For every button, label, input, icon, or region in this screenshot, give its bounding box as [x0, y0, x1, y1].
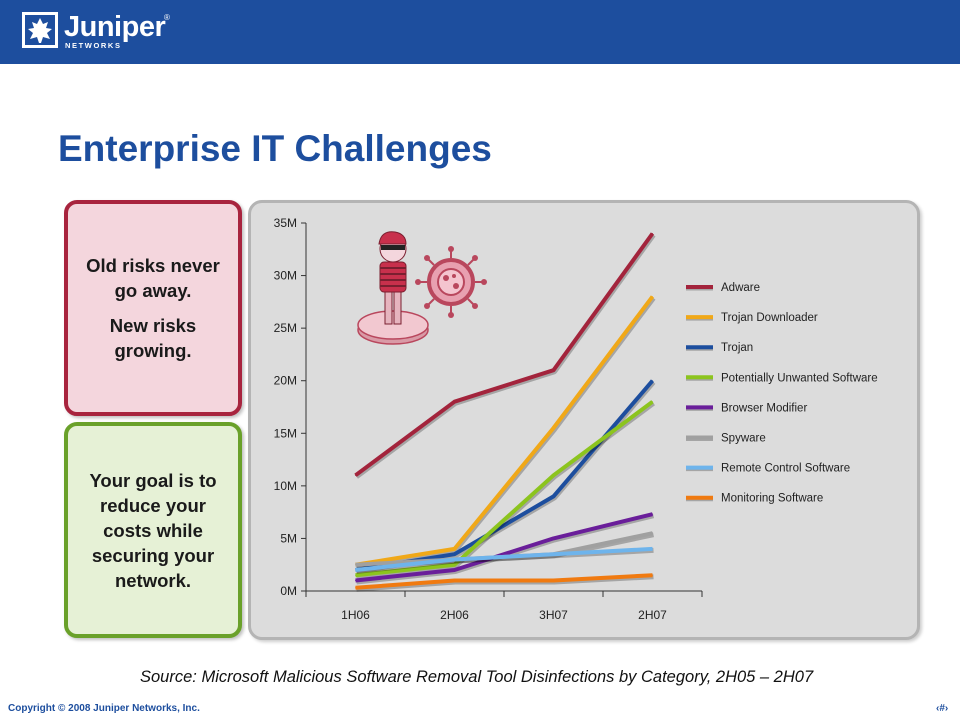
data-point-monitoring-software: [454, 579, 455, 581]
data-point-monitoring-software: [652, 574, 653, 576]
data-point-trojan: [454, 553, 455, 555]
data-point-browser-modifier: [553, 537, 554, 539]
y-tick-label: 5M: [280, 531, 297, 545]
copyright-text: Copyright © 2008 Juniper Networks, Inc.: [8, 703, 200, 714]
data-point-potentially-unwanted-software: [553, 474, 554, 476]
chart-panel: [248, 200, 920, 640]
series-line-potentially-unwanted-software: [355, 400, 654, 578]
y-tick-label: 0M: [280, 584, 297, 598]
series-line-browser-modifier: [355, 512, 653, 583]
y-tick-label: 35M: [274, 216, 297, 230]
data-point-spyware: [355, 564, 356, 566]
thief-icon: [357, 231, 429, 345]
data-point-trojan: [652, 380, 653, 382]
data-point-adware: [454, 401, 455, 403]
legend-label-adware: Adware: [721, 282, 760, 294]
risks-line-1: Old risks never go away.: [86, 255, 220, 301]
legend-label-trojan: Trojan: [721, 342, 753, 354]
data-point-potentially-unwanted-software: [652, 401, 653, 403]
data-point-trojan-downloader: [553, 427, 554, 429]
y-tick-label: 10M: [274, 479, 297, 493]
data-point-potentially-unwanted-software: [355, 574, 356, 576]
data-point-adware: [652, 233, 653, 235]
data-point-potentially-unwanted-software: [454, 564, 455, 566]
source-note: Source: Microsoft Malicious Software Rem…: [140, 668, 814, 686]
data-point-trojan: [553, 495, 554, 497]
data-point-monitoring-software: [355, 587, 356, 589]
line-chart: 0M 5M 10M 15M 20M 25M 30M 35M 1H06 2H06 3H07 2H07 A…: [274, 216, 878, 622]
data-point-adware: [355, 474, 356, 476]
header-bar: Juniper ® NETWORKS: [0, 0, 960, 64]
data-point-remote-control-software: [355, 569, 356, 571]
juniper-tree-icon: [22, 12, 58, 48]
page-number: ‹#›: [936, 703, 949, 714]
data-point-monitoring-software: [553, 579, 554, 581]
registered-mark: ®: [164, 13, 170, 22]
goal-text: Your goal is to reduce your costs while …: [89, 469, 217, 591]
series-line-adware: [354, 232, 655, 477]
x-tick-label: 3H07: [539, 608, 568, 622]
legend-label-remote-control-software: Remote Control Software: [721, 463, 850, 475]
y-tick-label: 20M: [274, 374, 297, 388]
x-tick-label: 2H07: [638, 608, 667, 622]
y-tick-label: 15M: [274, 426, 297, 440]
data-point-spyware: [652, 532, 653, 534]
legend-label-spyware: Spyware: [721, 433, 766, 445]
risks-callout: Old risks never go away. New risks growi…: [64, 200, 242, 416]
data-point-remote-control-software: [454, 558, 455, 560]
series-line-trojan-downloader: [355, 295, 655, 567]
data-point-browser-modifier: [355, 579, 356, 581]
brand-name: Juniper: [64, 11, 166, 43]
risks-line-2: New risks growing.: [109, 315, 197, 361]
legend-label-monitoring-software: Monitoring Software: [721, 493, 823, 505]
brand-subtitle: NETWORKS: [65, 41, 122, 50]
series-line-monitoring-software: [355, 573, 653, 590]
data-point-trojan-downloader: [454, 548, 455, 550]
legend-label-potentially-unwanted-software: Potentially Unwanted Software: [721, 372, 878, 384]
legend-label-browser-modifier: Browser Modifier: [721, 402, 807, 414]
data-point-remote-control-software: [652, 548, 653, 550]
x-tick-label: 1H06: [341, 608, 370, 622]
y-tick-label: 25M: [274, 321, 297, 335]
data-point-browser-modifier: [454, 569, 455, 571]
virus-icon: [415, 246, 487, 318]
data-point-adware: [553, 369, 554, 371]
goal-callout: Your goal is to reduce your costs while …: [64, 422, 242, 638]
data-point-browser-modifier: [652, 513, 653, 515]
x-tick-label: 2H06: [440, 608, 469, 622]
data-point-trojan-downloader: [652, 296, 653, 298]
juniper-logo: Juniper ® NETWORKS: [22, 11, 172, 50]
y-tick-label: 30M: [274, 269, 297, 283]
slide-title: Enterprise IT Challenges: [58, 128, 492, 169]
data-point-remote-control-software: [553, 553, 554, 555]
series-line-remote-control-software: [355, 546, 653, 572]
legend-label-trojan-downloader: Trojan Downloader: [721, 312, 818, 324]
